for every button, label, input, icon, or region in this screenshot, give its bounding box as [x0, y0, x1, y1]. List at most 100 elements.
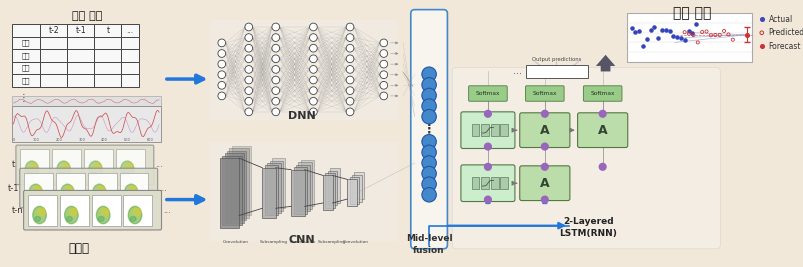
- Point: [678, 38, 691, 42]
- Circle shape: [346, 87, 353, 95]
- Ellipse shape: [128, 206, 141, 224]
- Text: 300: 300: [78, 138, 85, 142]
- Point: [670, 35, 683, 40]
- Circle shape: [540, 163, 548, 170]
- Circle shape: [346, 34, 353, 41]
- Bar: [11, 106, 161, 142]
- Circle shape: [218, 71, 226, 78]
- Circle shape: [245, 87, 252, 95]
- Bar: [40, 49, 67, 62]
- Text: t-n: t-n: [11, 206, 23, 215]
- Circle shape: [484, 196, 491, 203]
- Point: [708, 33, 721, 37]
- Text: Softmax: Softmax: [589, 91, 614, 96]
- Text: A: A: [597, 124, 607, 137]
- Bar: [490, 177, 498, 189]
- Ellipse shape: [130, 217, 136, 221]
- Bar: [296, 165, 309, 211]
- Bar: [52, 150, 81, 180]
- Bar: [11, 24, 40, 37]
- Circle shape: [271, 34, 279, 41]
- Point: [643, 28, 656, 32]
- Circle shape: [245, 44, 252, 52]
- Point: [682, 32, 695, 36]
- Bar: [95, 62, 121, 74]
- Text: ...: ...: [159, 183, 167, 193]
- Text: Predicted: Predicted: [768, 28, 803, 37]
- Text: Output predictions: Output predictions: [532, 57, 581, 62]
- Bar: [11, 37, 40, 49]
- Point: [685, 31, 698, 35]
- Circle shape: [422, 67, 436, 81]
- Bar: [352, 175, 361, 202]
- Bar: [291, 170, 304, 216]
- Text: 기압: 기압: [22, 77, 31, 84]
- Text: 온도: 온도: [22, 40, 31, 46]
- Text: CNN: CNN: [288, 235, 315, 245]
- Circle shape: [422, 156, 436, 170]
- Circle shape: [271, 55, 279, 63]
- Point: [686, 33, 699, 37]
- Bar: [349, 177, 359, 204]
- Bar: [67, 49, 95, 62]
- Point: [754, 44, 767, 48]
- Circle shape: [422, 166, 436, 181]
- Bar: [67, 24, 95, 37]
- Bar: [121, 24, 139, 37]
- Bar: [471, 124, 479, 136]
- FancyBboxPatch shape: [519, 166, 569, 201]
- Ellipse shape: [27, 171, 33, 176]
- Text: ...: ...: [126, 26, 133, 35]
- Bar: [480, 124, 488, 136]
- Bar: [224, 153, 243, 223]
- Circle shape: [271, 108, 279, 116]
- Circle shape: [309, 87, 317, 95]
- Circle shape: [484, 163, 491, 170]
- Point: [689, 22, 702, 26]
- Circle shape: [484, 110, 491, 117]
- Bar: [56, 172, 85, 203]
- Circle shape: [245, 108, 252, 116]
- Point: [699, 29, 712, 34]
- Text: 400: 400: [101, 138, 108, 142]
- Circle shape: [245, 66, 252, 73]
- Ellipse shape: [69, 208, 77, 216]
- Point: [691, 40, 703, 45]
- Text: 관측 자료: 관측 자료: [71, 11, 102, 21]
- Bar: [210, 20, 397, 120]
- Circle shape: [598, 110, 605, 117]
- Ellipse shape: [97, 186, 105, 194]
- Ellipse shape: [31, 194, 37, 199]
- Text: t: t: [12, 160, 15, 169]
- Circle shape: [309, 55, 317, 63]
- Circle shape: [540, 143, 548, 150]
- Circle shape: [309, 108, 317, 116]
- Circle shape: [271, 23, 279, 31]
- Point: [662, 29, 675, 33]
- Bar: [11, 62, 40, 74]
- FancyBboxPatch shape: [460, 165, 514, 202]
- FancyArrowPatch shape: [595, 55, 614, 72]
- Ellipse shape: [101, 208, 109, 216]
- Text: Softmax: Softmax: [532, 91, 556, 96]
- Ellipse shape: [93, 163, 101, 171]
- Ellipse shape: [64, 206, 78, 224]
- Point: [636, 44, 649, 49]
- Bar: [121, 49, 139, 62]
- Point: [754, 31, 767, 35]
- Bar: [499, 124, 507, 136]
- Bar: [40, 24, 67, 37]
- Ellipse shape: [122, 171, 128, 176]
- Text: Forecast: Forecast: [768, 42, 800, 51]
- Bar: [11, 96, 161, 106]
- Bar: [95, 49, 121, 62]
- Text: 습도: 습도: [22, 52, 31, 59]
- Circle shape: [422, 88, 436, 103]
- Circle shape: [346, 44, 353, 52]
- Circle shape: [309, 76, 317, 84]
- Ellipse shape: [95, 194, 100, 199]
- Point: [678, 30, 691, 34]
- Circle shape: [218, 60, 226, 68]
- Circle shape: [309, 44, 317, 52]
- Point: [632, 29, 645, 33]
